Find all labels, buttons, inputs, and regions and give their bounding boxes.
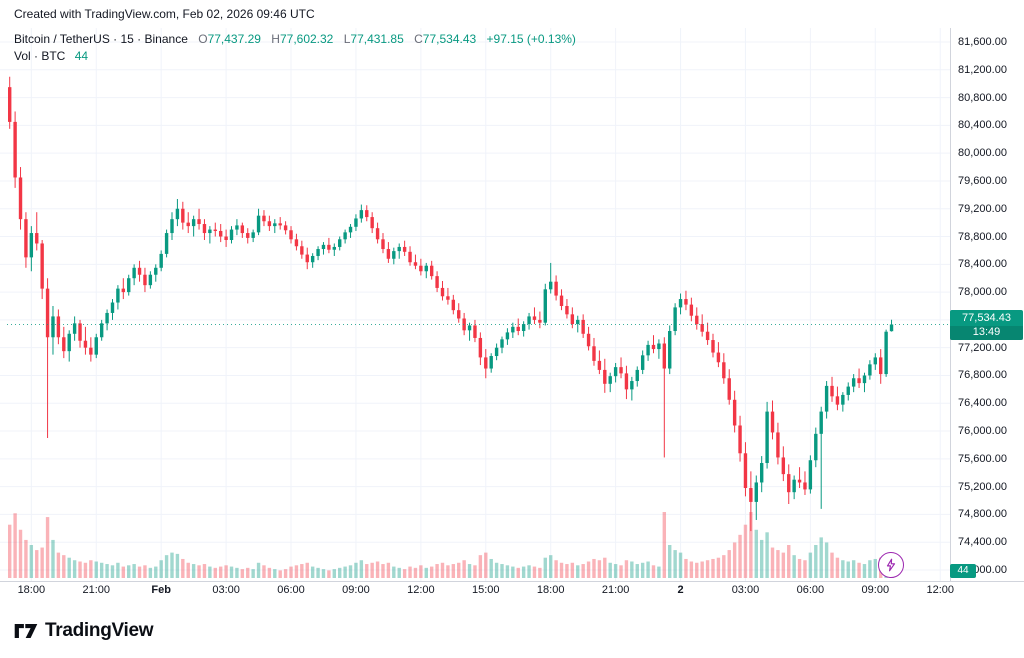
chart-legend: Bitcoin / TetherUS · 15 · Binance O77,43… bbox=[14, 32, 576, 64]
bar-countdown: 13:49 bbox=[950, 326, 1023, 341]
high-label: H bbox=[271, 32, 280, 46]
open-value: 77,437.29 bbox=[207, 32, 261, 46]
change-value: +97.15 (+0.13%) bbox=[486, 32, 576, 46]
volume-histogram bbox=[8, 512, 894, 578]
time-tick-label: 2 bbox=[677, 584, 684, 596]
volume-axis-badge: 44 bbox=[950, 564, 976, 579]
high-value: 77,602.32 bbox=[279, 32, 334, 46]
volume-label[interactable]: Vol · BTC bbox=[14, 49, 66, 63]
price-tick-label: 74,400.00 bbox=[958, 536, 1007, 549]
candlestick-series bbox=[8, 76, 894, 532]
time-tick-label: 21:00 bbox=[601, 584, 630, 596]
price-tick-label: 79,600.00 bbox=[958, 174, 1007, 187]
created-with-watermark: Created with TradingView.com, Feb 02, 20… bbox=[14, 7, 315, 21]
time-tick-label: Feb bbox=[151, 584, 171, 596]
open-label: O bbox=[198, 32, 208, 46]
price-tick-label: 78,400.00 bbox=[958, 258, 1007, 271]
price-tick-label: 80,000.00 bbox=[958, 147, 1007, 160]
legend-row-main: Bitcoin / TetherUS · 15 · Binance O77,43… bbox=[14, 32, 576, 47]
price-tick-label: 75,200.00 bbox=[958, 480, 1007, 493]
time-axis[interactable]: 18:00 21:00 Feb 03:00 06:00 09:00 12:00 15:00 18… bbox=[0, 584, 1024, 600]
time-tick-label: 09:00 bbox=[342, 584, 370, 596]
low-label: L bbox=[343, 32, 351, 46]
time-tick-label: 09:00 bbox=[861, 584, 890, 596]
price-tick-label: 78,000.00 bbox=[958, 286, 1007, 299]
lightning-icon bbox=[886, 558, 896, 572]
time-tick-label: 18:00 bbox=[17, 584, 46, 596]
price-tick-label: 75,600.00 bbox=[958, 452, 1007, 465]
tradingview-logo-icon bbox=[14, 623, 38, 639]
time-tick-label: 06:00 bbox=[277, 584, 305, 596]
price-tick-label: 79,200.00 bbox=[958, 202, 1007, 215]
axis-border-lines bbox=[0, 28, 1024, 582]
price-tick-label: 80,400.00 bbox=[958, 119, 1007, 132]
legend-row-volume: Vol · BTC 44 bbox=[14, 49, 576, 64]
close-value: 77,534.43 bbox=[422, 32, 477, 46]
flash-button[interactable] bbox=[878, 552, 904, 578]
price-tick-label: 77,200.00 bbox=[958, 341, 1007, 354]
time-tick-label: 18:00 bbox=[536, 584, 565, 596]
price-tick-label: 81,200.00 bbox=[958, 63, 1007, 76]
price-tick-label: 76,800.00 bbox=[958, 369, 1007, 382]
time-tick-label: 06:00 bbox=[796, 584, 825, 596]
volume-value: 44 bbox=[74, 49, 89, 63]
low-value: 77,431.85 bbox=[350, 32, 404, 46]
price-tick-label: 74,800.00 bbox=[958, 508, 1007, 521]
price-axis[interactable]: 81,600.00 81,200.00 80,800.00 80,400.00 80,0… bbox=[950, 28, 1024, 582]
time-tick-label: 12:00 bbox=[407, 584, 435, 596]
symbol-title[interactable]: Bitcoin / TetherUS · 15 · Binance bbox=[14, 32, 188, 46]
brand-text: TradingView bbox=[45, 620, 154, 641]
price-tick-label: 80,800.00 bbox=[958, 91, 1007, 104]
grid-lines bbox=[0, 28, 950, 581]
last-price-value: 77,534.43 bbox=[962, 312, 1011, 325]
price-tick-label: 76,000.00 bbox=[958, 425, 1007, 438]
tradingview-logo[interactable]: TradingView bbox=[14, 620, 154, 642]
price-tick-label: 78,800.00 bbox=[958, 230, 1007, 243]
time-tick-label: 03:00 bbox=[731, 584, 760, 596]
time-tick-label: 15:00 bbox=[472, 584, 500, 596]
time-tick-label: 12:00 bbox=[926, 584, 954, 596]
last-price-badge: 77,534.43 13:49 bbox=[950, 310, 1023, 341]
price-tick-label: 81,600.00 bbox=[958, 36, 1007, 48]
close-label: C bbox=[414, 32, 423, 46]
time-tick-label: 21:00 bbox=[82, 584, 111, 596]
price-tick-label: 76,400.00 bbox=[958, 397, 1007, 410]
time-tick-label: 03:00 bbox=[212, 584, 240, 596]
